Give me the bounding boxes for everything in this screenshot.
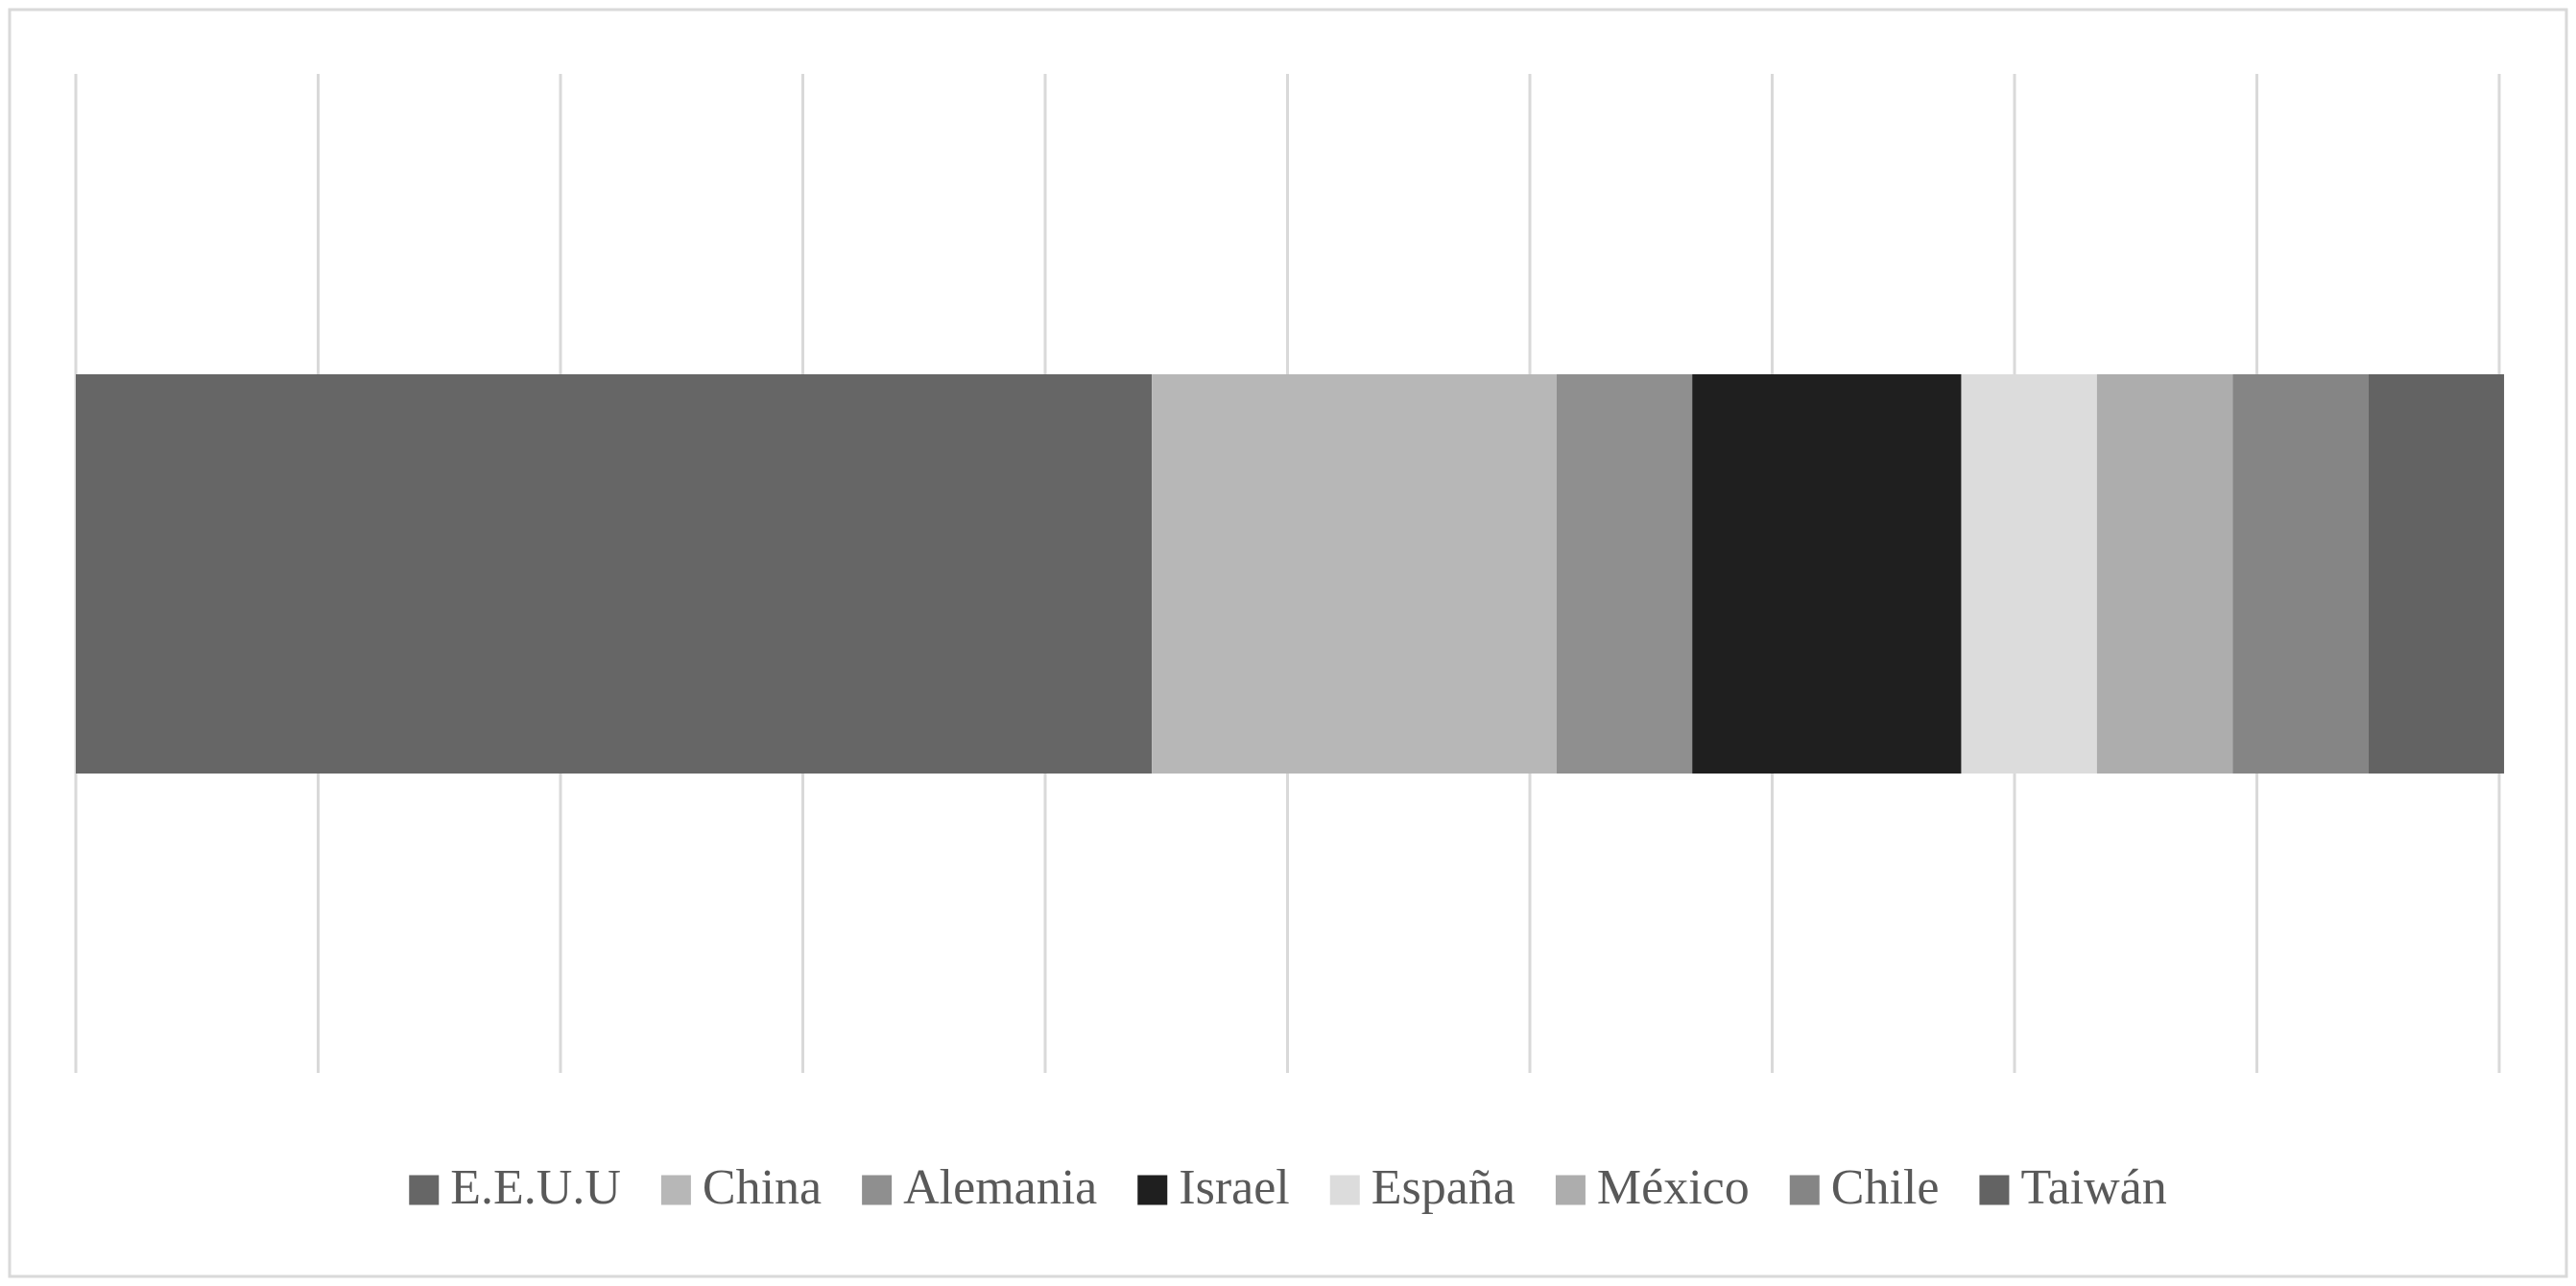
legend-swatch bbox=[1137, 1175, 1168, 1205]
legend-label: Israel bbox=[1179, 1160, 1289, 1215]
legend-label: China bbox=[703, 1160, 822, 1215]
legend-label: España bbox=[1371, 1160, 1515, 1215]
bar-segment bbox=[2368, 374, 2505, 774]
legend: E.E.U.U China Alemania Israel España México Ch… bbox=[409, 1160, 2167, 1215]
bar-segment bbox=[2232, 374, 2369, 774]
legend-swatch bbox=[1979, 1175, 2010, 1205]
legend-swatch bbox=[409, 1175, 440, 1205]
legend-swatch bbox=[1555, 1175, 1586, 1205]
legend-swatch bbox=[862, 1175, 893, 1205]
legend-swatch bbox=[1789, 1175, 1820, 1205]
legend-label: Chile bbox=[1831, 1160, 1940, 1215]
bar-segment bbox=[2096, 374, 2233, 774]
legend-label: E.E.U.U bbox=[450, 1160, 621, 1215]
bar-segment bbox=[1692, 374, 1962, 774]
bar-segment bbox=[1152, 374, 1557, 774]
legend-label: Alemania bbox=[903, 1160, 1097, 1215]
bar-segment bbox=[1961, 374, 2097, 774]
legend-label: México bbox=[1597, 1160, 1750, 1215]
legend-label: Taiwán bbox=[2020, 1160, 2166, 1215]
legend-swatch bbox=[660, 1175, 691, 1205]
bar-segment bbox=[76, 374, 1153, 774]
bar-segment bbox=[1556, 374, 1693, 774]
legend-swatch bbox=[1329, 1175, 1360, 1205]
